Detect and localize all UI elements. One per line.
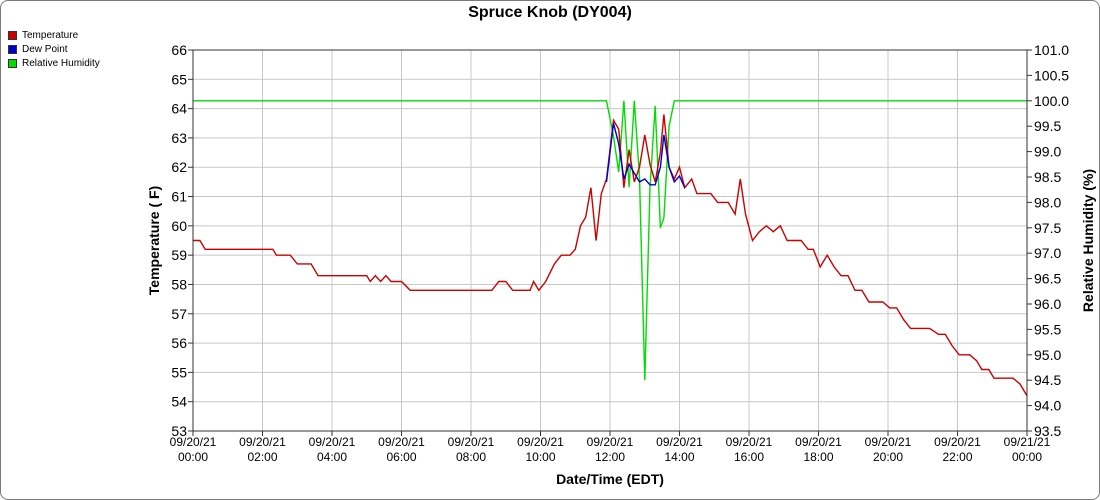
y-tick-label: 57	[171, 306, 187, 322]
x-tick-label-time: 16:00	[734, 450, 764, 464]
x-tick-label-date: 09/20/21	[726, 435, 773, 449]
y-tick-label: 58	[171, 276, 187, 292]
y2-tick-label: 96.0	[1034, 296, 1061, 312]
legend-label-temperature: Temperature	[22, 29, 79, 41]
y-tick-label: 64	[171, 101, 187, 117]
plot-border	[192, 49, 1028, 432]
x-tick-label-time: 22:00	[942, 450, 972, 464]
x-tick-label-time: 02:00	[247, 450, 277, 464]
y-tick-label: 62	[171, 159, 187, 175]
x-tick-label-time: 06:00	[386, 450, 416, 464]
legend-swatch-temperature	[8, 30, 17, 40]
y2-tick-label: 99.0	[1034, 144, 1061, 160]
legend-label-dew-point: Dew Point	[22, 43, 68, 55]
legend-item-dew-point: Dew Point	[8, 42, 100, 56]
legend-swatch-relative-humidity	[8, 58, 17, 68]
y-tick-label: 61	[171, 189, 187, 205]
y2-tick-label: 98.0	[1034, 194, 1061, 210]
y-tick-label: 59	[171, 247, 187, 263]
x-tick-label-time: 10:00	[525, 450, 555, 464]
y-tick-label: 56	[171, 335, 187, 351]
x-tick-label-time: 04:00	[317, 450, 347, 464]
x-tick-label-date: 09/20/21	[934, 435, 981, 449]
y-tick-label: 53	[171, 423, 187, 439]
legend-item-relative-humidity: Relative Humidity	[8, 56, 100, 70]
y2-tick-label: 96.5	[1034, 271, 1061, 287]
x-tick-label-date: 09/20/21	[656, 435, 703, 449]
y2-tick-label: 93.5	[1034, 423, 1061, 439]
x-tick-label-time: 20:00	[873, 450, 903, 464]
legend-item-temperature: Temperature	[8, 28, 100, 42]
y-tick-label: 66	[171, 42, 187, 58]
legend: Temperature Dew Point Relative Humidity	[8, 28, 100, 70]
legend-swatch-dew-point	[8, 44, 17, 54]
y2-tick-label: 94.0	[1034, 398, 1061, 414]
x-tick-label-time: 00:00	[178, 450, 208, 464]
y-axis-title: Temperature ( F)	[146, 186, 162, 295]
y-tick-label: 60	[171, 218, 187, 234]
y2-tick-label: 100.0	[1034, 93, 1069, 109]
x-tick-label-time: 14:00	[664, 450, 694, 464]
x-tick-label-date: 09/20/21	[170, 435, 217, 449]
y2-tick-label: 94.5	[1034, 372, 1061, 388]
x-tick-label-date: 09/20/21	[587, 435, 634, 449]
x-tick-label-time: 08:00	[456, 450, 486, 464]
y2-tick-label: 101.0	[1034, 42, 1069, 58]
x-tick-label-date: 09/20/21	[795, 435, 842, 449]
y-tick-label: 63	[171, 130, 187, 146]
y2-tick-label: 95.5	[1034, 321, 1061, 337]
x-tick-label-date: 09/20/21	[239, 435, 286, 449]
y2-tick-label: 97.0	[1034, 245, 1061, 261]
x-tick-label-date: 09/20/21	[448, 435, 495, 449]
y2-tick-label: 99.5	[1034, 118, 1061, 134]
x-tick-label-time: 18:00	[803, 450, 833, 464]
x-axis-title: Date/Time (EDT)	[556, 471, 664, 487]
x-tick-label-date: 09/20/21	[865, 435, 912, 449]
y2-tick-label: 95.0	[1034, 347, 1061, 363]
y-tick-label: 65	[171, 71, 187, 87]
x-tick-label-date: 09/20/21	[309, 435, 356, 449]
chart-title: Spruce Knob (DY004)	[468, 4, 632, 21]
y2-tick-label: 97.5	[1034, 220, 1061, 236]
y-tick-label: 55	[171, 364, 187, 380]
y-tick-label: 54	[171, 394, 187, 410]
temperature-line	[193, 114, 1027, 397]
y2-tick-label: 98.5	[1034, 169, 1061, 185]
relative-humidity-line	[193, 100, 1027, 381]
x-tick-label-date: 09/21/21	[1004, 435, 1051, 449]
y2-tick-label: 100.5	[1034, 67, 1069, 83]
x-tick-label-date: 09/20/21	[517, 435, 564, 449]
x-tick-label-date: 09/20/21	[378, 435, 425, 449]
x-tick-label-time: 12:00	[595, 450, 625, 464]
dew-point-line	[605, 123, 686, 188]
x-tick-label-time: 00:00	[1012, 450, 1042, 464]
y2-axis-title: Relative Humidity (%)	[1080, 169, 1096, 312]
legend-label-relative-humidity: Relative Humidity	[22, 57, 100, 69]
